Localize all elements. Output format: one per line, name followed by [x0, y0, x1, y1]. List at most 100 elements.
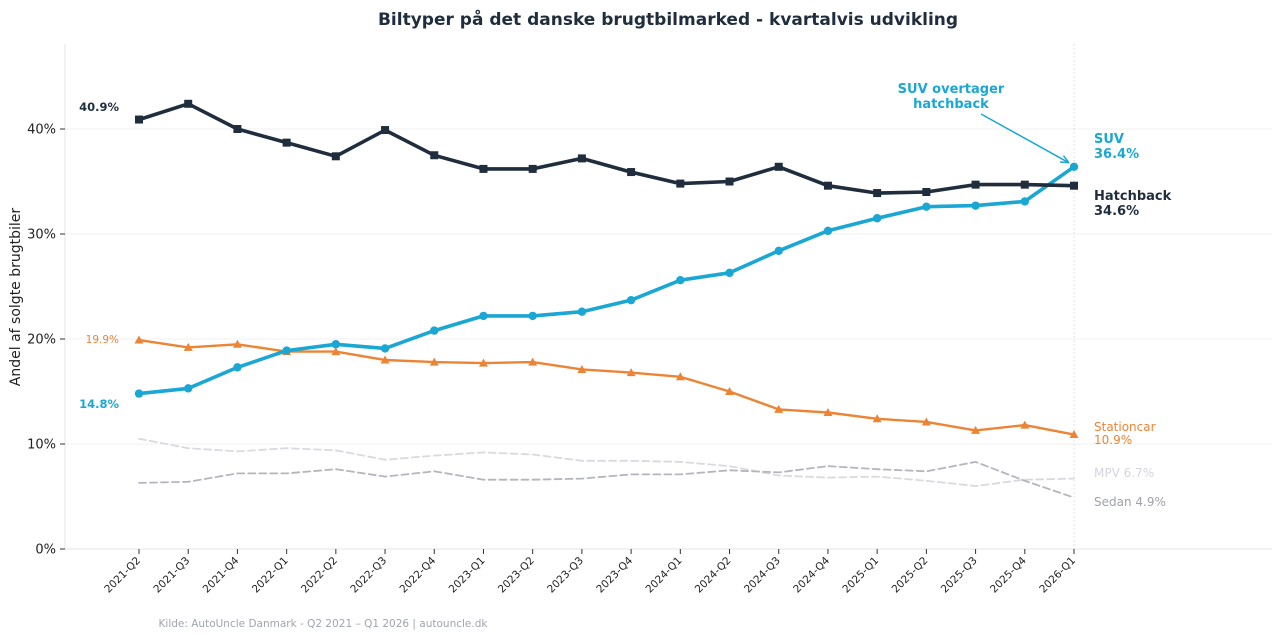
series-line-mpv [138, 437, 1075, 487]
data-point [429, 357, 439, 366]
end-label-hatchback: 34.6% [1094, 204, 1139, 219]
start-label-hatchback: 40.9% [79, 100, 119, 114]
y-axis-label: Andel af solgte brugtbiler [8, 208, 24, 387]
end-label-mpv: MPV 6.7% [1094, 466, 1154, 480]
data-point [922, 188, 931, 196]
data-point [823, 226, 833, 236]
data-point [676, 276, 685, 285]
x-tick-label: 2021-Q2 [102, 555, 143, 596]
source-note: Kilde: AutoUncle Danmark - Q2 2021 – Q1 … [159, 618, 489, 630]
data-point [872, 214, 882, 223]
data-point [577, 364, 587, 373]
x-tick-label: 2022-Q4 [397, 554, 438, 595]
data-point [577, 307, 587, 316]
series-line-hatchback [137, 102, 1076, 195]
data-point [921, 417, 931, 426]
data-point [380, 344, 390, 353]
x-tick-label: 2025-Q2 [890, 555, 931, 596]
annotation-text: hatchback [913, 97, 989, 112]
data-point [528, 311, 537, 321]
data-point [380, 355, 390, 364]
end-label-hatchback: Hatchback [1094, 189, 1172, 204]
data-point [1020, 180, 1029, 189]
data-point [282, 138, 291, 147]
y-tick-label: 30% [27, 228, 56, 243]
annotation-arrowhead [1059, 155, 1070, 164]
data-point [134, 335, 144, 344]
start-label-suv: 14.8% [79, 397, 119, 411]
x-tick-label: 2024-Q2 [693, 555, 734, 596]
chart-title: Biltyper på det danske brugtbilmarked - … [378, 8, 958, 30]
x-tick-label: 2023-Q4 [594, 554, 635, 595]
data-point [626, 295, 636, 305]
data-point [675, 372, 685, 381]
series-mpv [138, 437, 1075, 487]
data-point [430, 151, 439, 160]
data-point [479, 311, 488, 321]
y-tick-label: 40% [27, 123, 56, 138]
start-label-stationcar: 19.9% [86, 334, 119, 346]
x-tick-label: 2022-Q3 [348, 555, 389, 596]
data-point [971, 180, 980, 189]
data-point [774, 162, 783, 171]
data-point [478, 358, 488, 367]
data-point [183, 342, 193, 351]
data-point [528, 164, 537, 173]
data-point [872, 414, 882, 423]
end-label-suv: SUV [1094, 132, 1124, 147]
series-hatchback [135, 99, 1078, 198]
x-tick-label: 2023-Q2 [496, 555, 537, 596]
end-label-sedan: Sedan 4.9% [1094, 495, 1166, 509]
data-point [774, 246, 783, 255]
x-tick-label: 2024-Q4 [791, 554, 832, 595]
data-point [626, 368, 636, 377]
x-tick-label: 2023-Q1 [447, 555, 488, 596]
data-point [479, 164, 488, 173]
data-point [725, 268, 734, 278]
y-tick-label: 10% [27, 438, 56, 453]
data-point [823, 181, 832, 190]
series-sedan [138, 461, 1075, 499]
end-label-stationcar: Stationcar [1094, 420, 1156, 434]
x-tick-label: 2025-Q1 [840, 555, 881, 596]
y-tick-label: 20% [27, 333, 56, 348]
data-point [331, 347, 341, 356]
x-tick-label: 2025-Q4 [988, 554, 1029, 595]
data-point [233, 125, 242, 133]
data-point [282, 346, 291, 355]
x-tick-label: 2021-Q3 [151, 555, 192, 596]
x-tick-label: 2022-Q1 [250, 555, 291, 596]
x-tick-label: 2022-Q2 [299, 555, 340, 596]
grid [65, 128, 1272, 445]
x-tick-label: 2026-Q1 [1037, 555, 1078, 596]
end-label-stationcar: 10.9% [1094, 433, 1132, 447]
annotation-arrow [980, 113, 1070, 164]
data-point [676, 179, 685, 188]
data-point [430, 326, 439, 335]
y-tick-label: 0% [35, 543, 56, 558]
data-point [1069, 430, 1079, 439]
y-ticks: 0% 10% 20% 30% 40% [27, 123, 65, 558]
x-tick-label: 2024-Q1 [644, 555, 685, 596]
data-point [1070, 181, 1078, 190]
x-tick-label: 2021-Q4 [201, 554, 242, 595]
data-point [232, 339, 242, 348]
data-point [971, 425, 981, 434]
data-point [577, 154, 586, 163]
data-point [725, 387, 735, 395]
series-line-suv [137, 165, 1076, 396]
end-label-suv: 36.4% [1094, 147, 1139, 162]
data-point [381, 126, 390, 135]
data-point [725, 177, 734, 186]
x-tick-label: 2023-Q3 [545, 555, 586, 596]
data-point [233, 363, 242, 372]
axes [64, 44, 1272, 550]
series-line-sedan [138, 461, 1075, 499]
data-point [774, 404, 784, 413]
data-point [1020, 197, 1029, 206]
data-point [134, 389, 144, 398]
series-line-stationcar [137, 338, 1076, 436]
data-point [873, 189, 882, 198]
